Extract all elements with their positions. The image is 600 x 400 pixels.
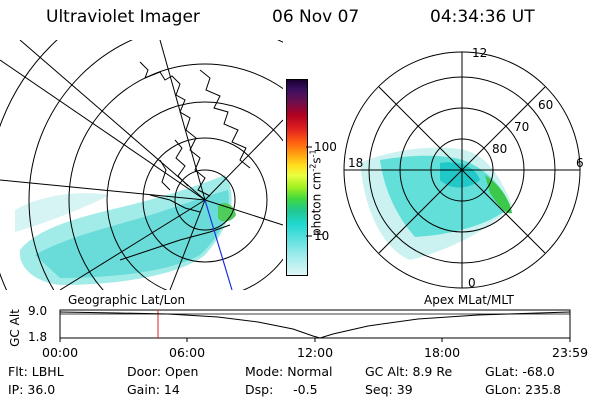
altitude-axis-label: GC Alt: [7, 309, 22, 347]
aurora-emission-left: [15, 175, 236, 285]
colorbar-tick-10: 10: [314, 229, 330, 243]
time-tick-2359: 23:59: [552, 345, 589, 360]
mlt-label-0: 0: [468, 276, 476, 290]
instrument-title: Ultraviolet Imager: [46, 7, 200, 27]
geographic-map: [0, 40, 283, 290]
aurora-emission-right: [360, 147, 512, 260]
glon-info: GLon: 235.8: [485, 382, 561, 397]
time-tick-0000: 00:00: [42, 345, 79, 360]
time-tick-1800: 18:00: [424, 345, 461, 360]
gain-info: Gain: 14: [127, 382, 180, 397]
magnetic-map-label: Apex MLat/MLT: [424, 293, 514, 307]
observation-time: 04:34:36 UT: [430, 7, 535, 27]
gc-alt-info: GC Alt: 8.9 Re: [365, 364, 453, 379]
door-info: Door: Open: [127, 364, 199, 379]
mlt-label-12: 12: [472, 46, 488, 60]
mlt-label-18: 18: [348, 156, 364, 170]
subsatellite-meridian: [204, 199, 233, 290]
altitude-plot: [59, 309, 571, 342]
lat-label-70: 70: [514, 120, 530, 134]
altitude-curve: [59, 311, 571, 339]
lat-label-80: 80: [492, 142, 508, 156]
ip-info: IP: 36.0: [8, 382, 56, 397]
filter-info: Flt: LBHL: [8, 364, 64, 379]
seq-info: Seq: 39: [365, 382, 413, 397]
colorbar-ticks: [306, 146, 312, 237]
geographic-map-label: Geographic Lat/Lon: [68, 293, 186, 307]
colorbar: [286, 79, 308, 276]
colorbar-label: photon cm-2s-1: [308, 149, 324, 236]
mode-info: Mode: Normal: [245, 364, 333, 379]
time-tick-0600: 06:00: [169, 345, 206, 360]
altitude-tick-1-8: 1.8: [28, 330, 48, 344]
observation-date: 06 Nov 07: [272, 7, 360, 27]
lat-label-60: 60: [538, 98, 554, 112]
mlt-label-6: 6: [576, 156, 584, 170]
time-tick-1200: 12:00: [297, 345, 334, 360]
colorbar-tick-100: 100: [314, 140, 337, 154]
magnetic-polar-plot: [343, 51, 581, 289]
glat-info: GLat: -68.0: [485, 364, 555, 379]
altitude-tick-9: 9.0: [28, 304, 48, 318]
dsp-info: Dsp: -0.5: [245, 382, 318, 397]
